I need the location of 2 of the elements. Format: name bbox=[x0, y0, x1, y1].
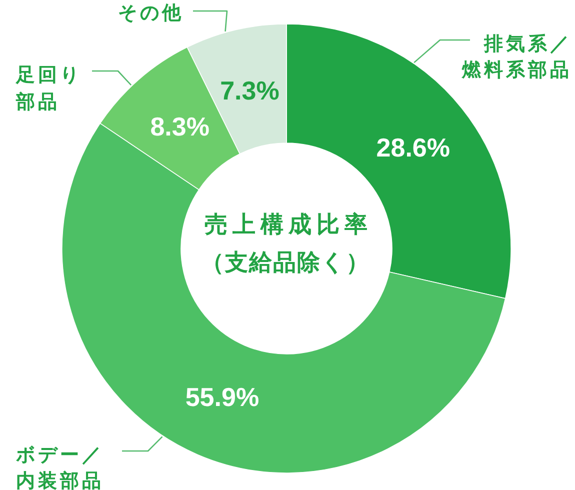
subtitle: （支給品除く） bbox=[201, 249, 370, 275]
title: 売上構成比率 bbox=[204, 211, 372, 237]
